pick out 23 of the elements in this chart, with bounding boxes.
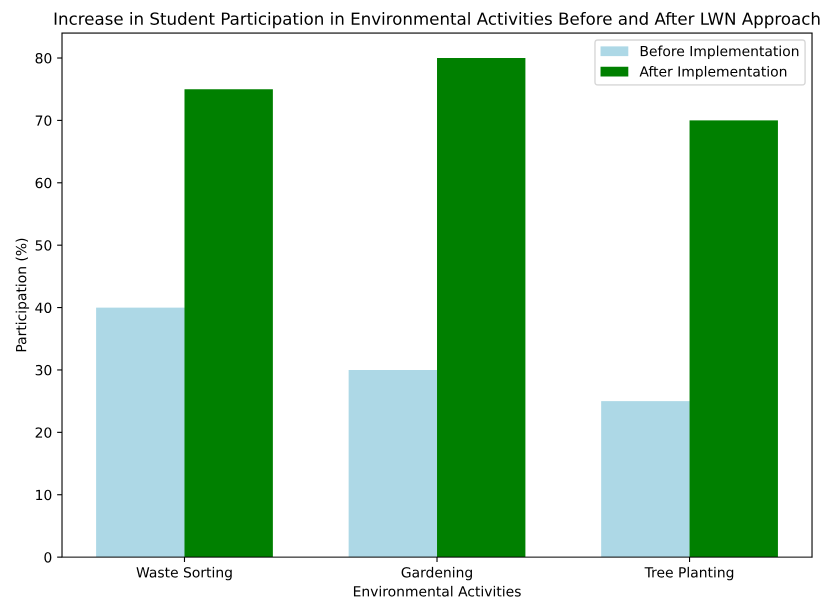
x-tick-label: Waste Sorting (136, 566, 232, 580)
y-tick-label: 30 (36, 364, 52, 376)
legend-label: After Implementation (640, 66, 786, 80)
legend-label: Before Implementation (640, 46, 798, 59)
bar (96, 308, 184, 558)
y-tick-label: 10 (36, 490, 52, 500)
bar (348, 370, 438, 558)
y-axis-title: Participation (%) (16, 238, 30, 352)
x-tick-label: Gardening (402, 566, 472, 580)
y-tick-label: 20 (36, 427, 52, 438)
x-axis-title: Environmental Activities (354, 586, 521, 597)
y-tick-label: 60 (36, 178, 52, 188)
bar (184, 89, 273, 558)
y-tick-label: 40 (35, 302, 52, 314)
y-tick-label: 80 (36, 52, 52, 64)
x-tick-label: Tree Planting (644, 566, 734, 580)
y-tick-label: 50 (36, 240, 52, 251)
bar (690, 120, 778, 558)
y-tick-label: 70 (36, 115, 52, 126)
y-tick-label: 0 (44, 552, 52, 563)
chart-title: Increase in Student Participation in Environmental Activities Before and After LWN Approach (54, 12, 820, 28)
bar (601, 401, 690, 558)
bar (437, 58, 526, 558)
